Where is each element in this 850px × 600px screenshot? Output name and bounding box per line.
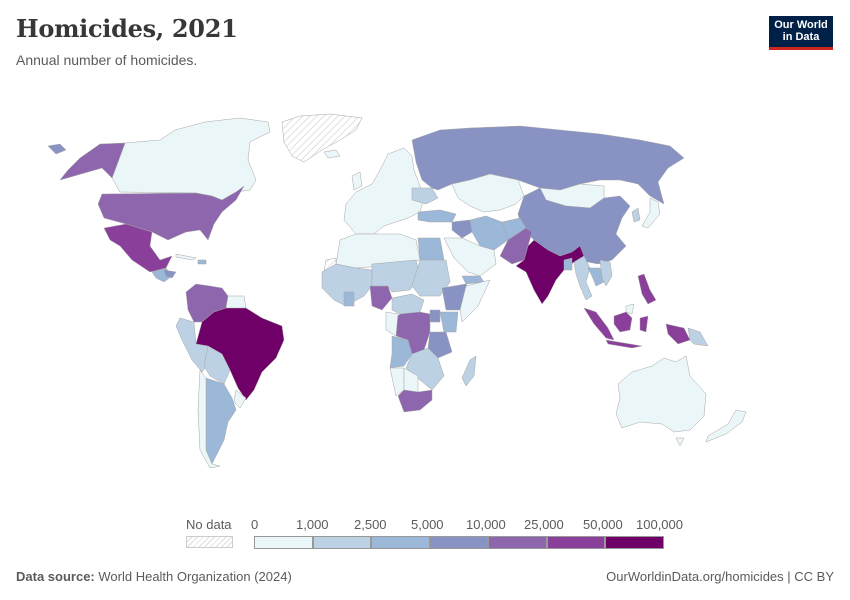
map-legend: No data 0 1,000 2,500 5,000 10,000 25,00… (0, 515, 850, 555)
country-indonesia-sulawesi[interactable] (639, 315, 649, 333)
country-ukraine[interactable] (411, 187, 439, 205)
country-hispaniola[interactable] (197, 259, 207, 265)
country-ivory-coast[interactable] (343, 291, 355, 307)
country-australia[interactable] (615, 355, 707, 433)
country-japan[interactable] (641, 197, 661, 229)
legend-bin-3[interactable] (430, 536, 488, 549)
country-alaska-us[interactable] (59, 142, 126, 181)
country-south-africa[interactable] (397, 389, 433, 413)
country-honduras[interactable] (163, 269, 177, 279)
country-korea[interactable] (631, 207, 641, 223)
country-iceland[interactable] (323, 149, 341, 159)
country-kazakhstan[interactable] (451, 173, 525, 213)
legend-tick-50000: 50,000 (583, 517, 623, 532)
chart-title: Homicides, 2021 (16, 14, 238, 43)
country-angola[interactable] (389, 335, 413, 369)
data-source-label: Data source: (16, 569, 95, 584)
country-uganda[interactable] (429, 309, 441, 323)
country-congo-gabon[interactable] (385, 311, 399, 337)
country-russia[interactable] (411, 125, 685, 205)
legend-tick-100000: 100,000 (636, 517, 683, 532)
legend-bin-6[interactable] (605, 536, 664, 549)
country-indonesia-borneo[interactable] (613, 311, 633, 333)
country-iran[interactable] (469, 215, 509, 251)
world-map (47, 113, 747, 469)
legend-tick-1000: 1,000 (296, 517, 329, 532)
country-madagascar[interactable] (461, 355, 477, 387)
country-bangladesh[interactable] (563, 257, 573, 271)
legend-tick-2500: 2,500 (354, 517, 387, 532)
country-kenya[interactable] (439, 311, 459, 333)
legend-bin-2[interactable] (371, 536, 430, 549)
data-source-value: World Health Organization (2024) (98, 569, 292, 584)
country-philippines[interactable] (637, 273, 657, 305)
country-new-zealand[interactable] (705, 409, 747, 443)
country-chad-niger[interactable] (371, 259, 421, 293)
legend-tick-0: 0 (251, 517, 259, 532)
legend-tick-5000: 5,000 (411, 517, 444, 532)
owid-logo[interactable]: Our World in Data (769, 16, 833, 50)
country-indonesia-java[interactable] (605, 339, 643, 349)
country-papua-new-guinea[interactable] (687, 327, 709, 347)
country-greenland[interactable] (281, 113, 363, 163)
legend-tick-10000: 10,000 (466, 517, 506, 532)
country-zambia-moz[interactable] (405, 347, 445, 391)
country-west-africa[interactable] (321, 263, 373, 307)
country-tanzania[interactable] (427, 331, 453, 359)
country-mexico[interactable] (103, 223, 173, 273)
country-malaysia-borneo[interactable] (625, 303, 635, 315)
country-uruguay[interactable] (233, 389, 247, 409)
logo-line-1: Our World (774, 19, 828, 31)
country-vietnam[interactable] (599, 259, 613, 287)
country-iraq[interactable] (451, 219, 473, 239)
source-link[interactable]: OurWorldinData.org/homicides | CC BY (606, 569, 834, 584)
chart-subtitle: Annual number of homicides. (16, 52, 198, 68)
country-saudi-arabia[interactable] (443, 237, 497, 277)
legend-bin-5[interactable] (547, 536, 605, 549)
country-united-kingdom[interactable] (351, 171, 363, 191)
country-sudan[interactable] (411, 259, 451, 297)
country-thailand[interactable] (587, 267, 605, 287)
country-alaska-islands[interactable] (47, 143, 67, 155)
legend-bin-4[interactable] (488, 536, 547, 549)
legend-bin-0[interactable] (254, 536, 313, 549)
data-source: Data source: World Health Organization (… (16, 569, 292, 584)
country-myanmar[interactable] (573, 255, 593, 301)
country-somalia[interactable] (459, 279, 491, 323)
country-nigeria[interactable] (369, 285, 393, 311)
country-turkey[interactable] (417, 209, 457, 223)
logo-line-2: in Data (782, 31, 820, 43)
country-indonesia-papua[interactable] (665, 323, 691, 345)
country-canada[interactable] (111, 117, 271, 201)
legend-tick-25000: 25,000 (524, 517, 564, 532)
country-egypt[interactable] (417, 237, 445, 261)
legend-no-data-swatch[interactable] (186, 536, 233, 548)
country-argentina[interactable] (205, 377, 237, 465)
legend-no-data-label: No data (186, 517, 232, 532)
country-indonesia-sumatra[interactable] (583, 307, 615, 341)
country-chile[interactable] (197, 369, 221, 469)
country-cuba[interactable] (175, 253, 197, 261)
legend-bin-1[interactable] (313, 536, 371, 549)
country-tasmania[interactable] (675, 437, 685, 447)
